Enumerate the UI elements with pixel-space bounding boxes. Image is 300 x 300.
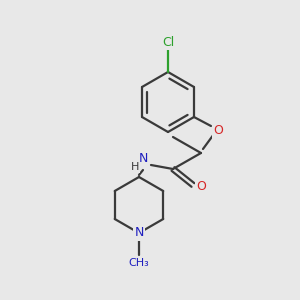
Text: N: N xyxy=(134,226,144,239)
Text: CH₃: CH₃ xyxy=(129,258,149,268)
Text: O: O xyxy=(213,124,223,137)
Text: H: H xyxy=(131,162,139,172)
Text: N: N xyxy=(138,152,148,164)
Text: O: O xyxy=(196,181,206,194)
Text: Cl: Cl xyxy=(162,35,174,49)
